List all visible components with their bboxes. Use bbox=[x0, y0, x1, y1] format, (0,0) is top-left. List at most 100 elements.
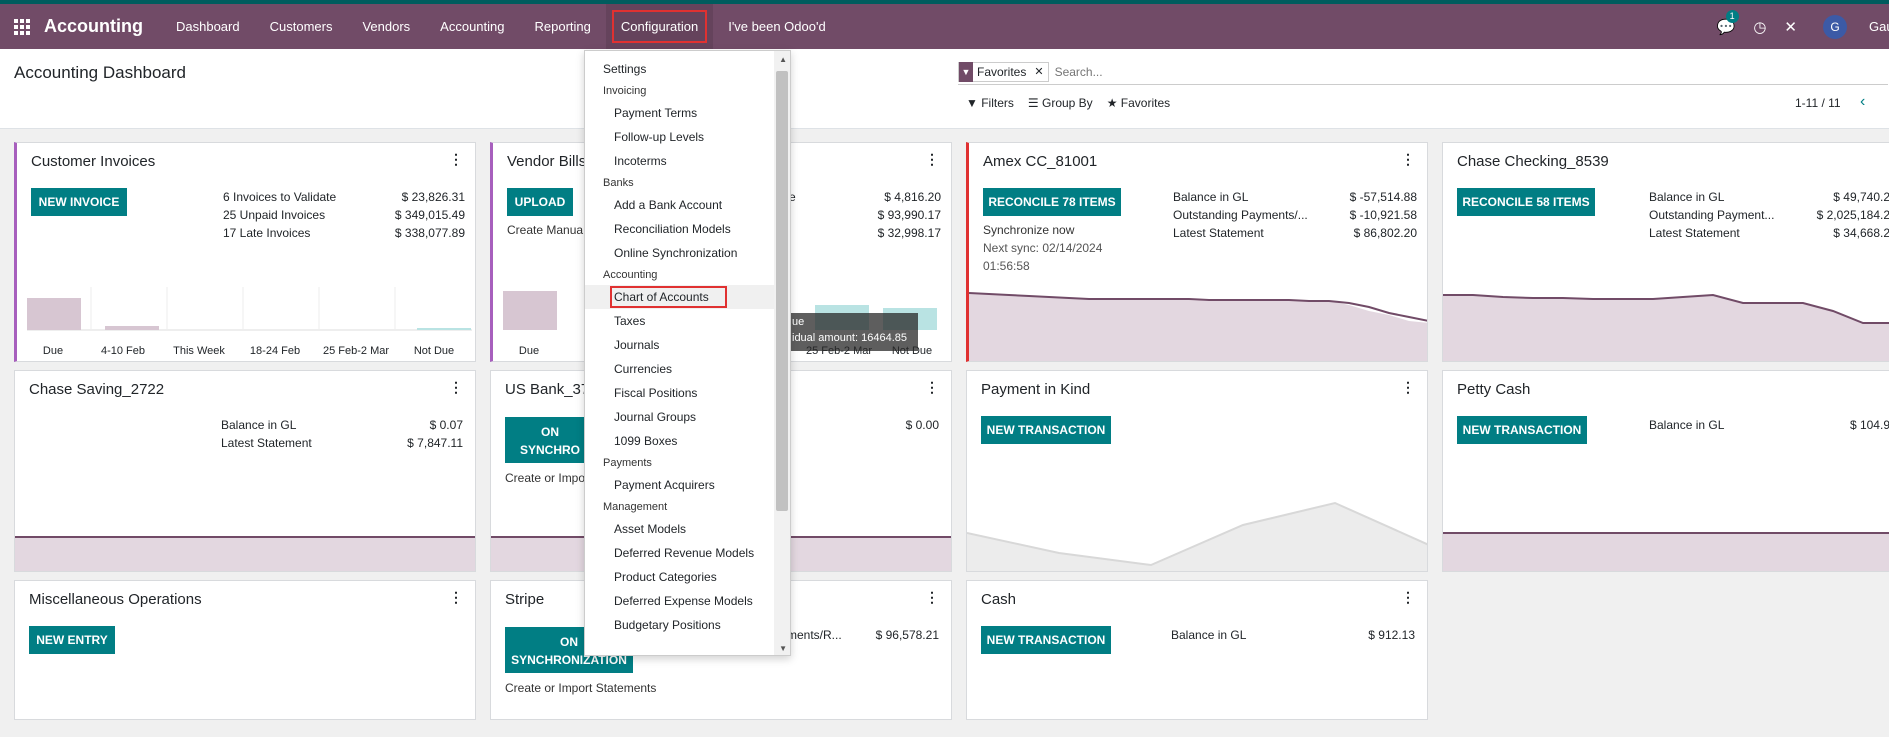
scroll-down-icon[interactable]: ▼ bbox=[779, 644, 787, 653]
card-title[interactable]: Customer Invoices bbox=[31, 153, 156, 170]
menu-reporting[interactable]: Reporting bbox=[534, 19, 591, 34]
new-invoice-button[interactable]: NEW INVOICE bbox=[31, 188, 127, 216]
facet-remove-icon[interactable]: ✕ bbox=[1034, 66, 1044, 78]
menu-deferred-expense-models[interactable]: Deferred Expense Models bbox=[614, 594, 753, 608]
upload-button[interactable]: UPLOAD bbox=[507, 188, 573, 216]
amex-line-chart[interactable] bbox=[969, 283, 1428, 362]
filters-button[interactable]: ▼ Filters bbox=[966, 96, 1014, 110]
stat-row[interactable]: Latest Statement $ 7,847.11 bbox=[221, 434, 463, 452]
menu-customers[interactable]: Customers bbox=[269, 19, 333, 34]
online-sync-button[interactable]: ON SYNCHRO bbox=[505, 417, 595, 463]
new-transaction-button[interactable]: NEW TRANSACTION bbox=[981, 626, 1111, 654]
stat-row[interactable]: $ 32,998.17 bbox=[789, 224, 941, 242]
card-title[interactable]: Cash bbox=[981, 591, 1017, 608]
menu-journals[interactable]: Journals bbox=[614, 338, 660, 352]
menu-reconciliation-models[interactable]: Reconciliation Models bbox=[614, 222, 731, 236]
menu-journal-groups[interactable]: Journal Groups bbox=[614, 410, 697, 424]
vendor-note[interactable]: Create Manua bbox=[507, 223, 584, 237]
menu-incoterms[interactable]: Incoterms bbox=[614, 154, 667, 168]
scrollbar-thumb[interactable] bbox=[776, 71, 788, 511]
menu-payment-terms[interactable]: Payment Terms bbox=[614, 106, 698, 120]
stat-row[interactable]: Outstanding Payment... $ 2,025,184.2 bbox=[1649, 206, 1889, 224]
card-menu-icon[interactable]: ⋮ bbox=[1401, 589, 1415, 605]
card-menu-icon[interactable]: ⋮ bbox=[1401, 379, 1415, 395]
activity-clock-icon[interactable]: ◷ bbox=[1753, 18, 1767, 36]
stat-row[interactable]: Latest Statement $ 86,802.20 bbox=[1173, 224, 1417, 242]
stat-row[interactable]: Balance in GL $ 912.13 bbox=[1171, 626, 1415, 644]
stat-row[interactable]: 17 Late Invoices $ 338,077.89 bbox=[223, 224, 465, 242]
dropdown-scrollbar[interactable]: ▲ ▼ bbox=[774, 51, 790, 655]
menu-deferred-revenue-models[interactable]: Deferred Revenue Models bbox=[614, 546, 755, 560]
debug-tools-icon[interactable]: ✕ bbox=[1784, 18, 1797, 36]
groupby-button[interactable]: ☰ Group By bbox=[1027, 96, 1093, 110]
menu-budgetary-positions[interactable]: Budgetary Positions bbox=[614, 618, 721, 632]
chat-icon[interactable]: 💬 1 bbox=[1717, 9, 1739, 36]
menu-online-synchronization[interactable]: Online Synchronization bbox=[614, 246, 738, 260]
menu-1099-boxes[interactable]: 1099 Boxes bbox=[614, 434, 678, 448]
menu-taxes[interactable]: Taxes bbox=[614, 314, 646, 328]
card-title[interactable]: Vendor Bills bbox=[507, 153, 587, 170]
stat-row[interactable]: e $ 4,816.20 bbox=[789, 188, 941, 206]
card-menu-icon[interactable]: ⋮ bbox=[1401, 151, 1415, 167]
menu-accounting[interactable]: Accounting bbox=[440, 19, 505, 34]
card-title[interactable]: Chase Checking_8539 bbox=[1457, 153, 1609, 170]
scroll-up-icon[interactable]: ▲ bbox=[779, 55, 787, 64]
card-title[interactable]: Petty Cash bbox=[1457, 381, 1531, 398]
card-title[interactable]: Miscellaneous Operations bbox=[29, 591, 202, 608]
menu-fiscal-positions[interactable]: Fiscal Positions bbox=[614, 386, 698, 400]
card-menu-icon[interactable]: ⋮ bbox=[449, 589, 463, 605]
card-title[interactable]: Payment in Kind bbox=[981, 381, 1091, 398]
user-avatar[interactable]: G bbox=[1823, 14, 1847, 39]
chase-checking-line-chart[interactable] bbox=[1443, 283, 1889, 362]
pager-value[interactable]: 1-11 / 11 bbox=[1795, 96, 1841, 110]
stat-row[interactable]: $ 0.00 bbox=[787, 416, 939, 434]
synchronize-now-link[interactable]: Synchronize now bbox=[983, 223, 1075, 237]
stat-row[interactable]: 6 Invoices to Validate $ 23,826.31 bbox=[223, 188, 465, 206]
import-statements-link[interactable]: Create or Import Statements bbox=[505, 681, 657, 695]
menu-vendors[interactable]: Vendors bbox=[362, 19, 411, 34]
menu-follow-up-levels[interactable]: Follow-up Levels bbox=[614, 130, 705, 144]
pager-prev-icon[interactable]: ‹ bbox=[1860, 93, 1866, 110]
menu-currencies[interactable]: Currencies bbox=[614, 362, 673, 376]
menu-asset-models[interactable]: Asset Models bbox=[614, 522, 687, 536]
chase-saving-line-chart[interactable] bbox=[15, 533, 476, 572]
stat-row[interactable]: Balance in GL $ 0.07 bbox=[221, 416, 463, 434]
card-menu-icon[interactable]: ⋮ bbox=[925, 379, 939, 395]
menu-payment-acquirers[interactable]: Payment Acquirers bbox=[614, 478, 715, 492]
app-brand[interactable]: Accounting bbox=[44, 16, 143, 36]
payment-in-kind-line-chart[interactable] bbox=[967, 493, 1428, 572]
reconcile-button[interactable]: RECONCILE 78 ITEMS bbox=[983, 188, 1121, 216]
menu-product-categories[interactable]: Product Categories bbox=[614, 570, 717, 584]
apps-menu-icon[interactable] bbox=[13, 18, 31, 36]
search-input[interactable] bbox=[1054, 64, 1455, 79]
menu-add-bank-account[interactable]: Add a Bank Account bbox=[614, 198, 723, 212]
stat-row[interactable]: Latest Statement $ 34,668.2 bbox=[1649, 224, 1889, 242]
menu-settings[interactable]: Settings bbox=[603, 62, 647, 76]
menu-dashboard[interactable]: Dashboard bbox=[176, 19, 240, 34]
new-transaction-button[interactable]: NEW TRANSACTION bbox=[981, 416, 1111, 444]
invoice-bar-chart[interactable] bbox=[27, 265, 472, 345]
stat-row[interactable]: 25 Unpaid Invoices $ 349,015.49 bbox=[223, 206, 465, 224]
menu-chart-of-accounts[interactable]: Chart of Accounts bbox=[585, 285, 790, 309]
menu-odood[interactable]: I've been Odoo'd bbox=[728, 19, 826, 34]
import-statements-link[interactable]: Create or Impo bbox=[505, 471, 586, 485]
stat-row[interactable]: Balance in GL $ 104.9 bbox=[1649, 416, 1889, 434]
new-entry-button[interactable]: NEW ENTRY bbox=[29, 626, 115, 654]
stat-row[interactable]: Balance in GL $ 49,740.2 bbox=[1649, 188, 1889, 206]
menu-configuration[interactable]: Configuration bbox=[605, 4, 714, 49]
card-title[interactable]: Amex CC_81001 bbox=[983, 153, 1098, 170]
stat-row[interactable]: ments/R... $ 96,578.21 bbox=[787, 626, 939, 644]
new-transaction-button[interactable]: NEW TRANSACTION bbox=[1457, 416, 1587, 444]
stat-row[interactable]: Balance in GL $ -57,514.88 bbox=[1173, 188, 1417, 206]
card-title[interactable]: Stripe bbox=[505, 591, 545, 608]
stat-row[interactable]: $ 93,990.17 bbox=[789, 206, 941, 224]
card-menu-icon[interactable]: ⋮ bbox=[925, 151, 939, 167]
card-menu-icon[interactable]: ⋮ bbox=[449, 379, 463, 395]
stat-row[interactable]: Outstanding Payments/... $ -10,921.58 bbox=[1173, 206, 1417, 224]
reconcile-button[interactable]: RECONCILE 58 ITEMS bbox=[1457, 188, 1595, 216]
user-name[interactable]: Gau bbox=[1869, 19, 1889, 34]
petty-cash-line-chart[interactable] bbox=[1443, 528, 1889, 572]
card-title[interactable]: Chase Saving_2722 bbox=[29, 381, 165, 398]
card-title[interactable]: US Bank_37 bbox=[505, 381, 590, 398]
favorites-button[interactable]: ★ Favorites bbox=[1106, 96, 1171, 110]
